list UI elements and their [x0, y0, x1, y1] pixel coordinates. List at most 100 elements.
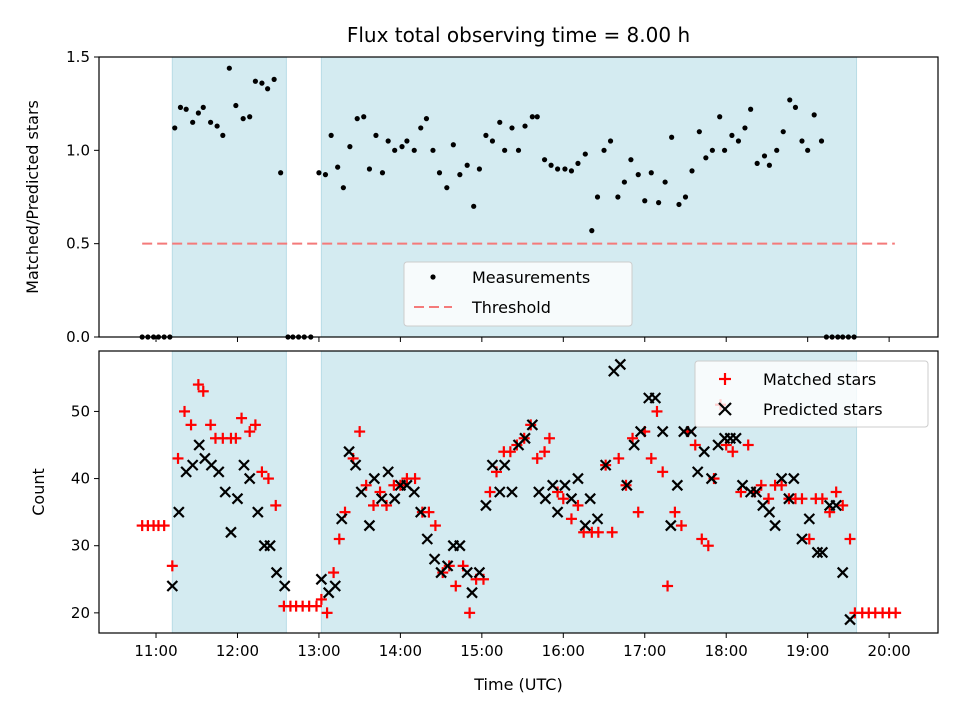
measurement-point	[278, 170, 284, 176]
matched-star-point	[409, 473, 421, 485]
measurement-point	[464, 162, 470, 168]
matched-star-point	[763, 493, 775, 505]
matched-star-point	[464, 607, 476, 619]
count-legend: Matched stars Predicted stars	[694, 360, 929, 428]
measurement-point	[594, 194, 601, 200]
predicted-star-point	[231, 492, 244, 505]
matched-star-point	[830, 486, 842, 498]
matched-star-point	[368, 499, 380, 511]
matched-star-point	[249, 419, 261, 431]
predicted-star-point	[685, 425, 697, 438]
predicted-star-point	[252, 506, 264, 518]
predicted-star-point	[368, 472, 381, 485]
matched-star-point	[244, 426, 256, 438]
legend-marker-predicted	[718, 402, 732, 416]
matched-star-point	[321, 607, 333, 619]
measurement-point	[423, 116, 430, 122]
measurement-point	[541, 157, 548, 163]
matched-star-point	[702, 540, 714, 552]
matched-star-point	[262, 473, 274, 485]
predicted-star-point	[698, 445, 710, 458]
ratio-panel: 0.0 0.5 1.0 1.5 Flux total observing time =…	[23, 23, 939, 346]
measurement-point	[709, 147, 715, 153]
measurement-point	[607, 138, 614, 144]
predicted-star-point	[811, 546, 824, 559]
ratio-panel-frame	[98, 56, 939, 338]
matched-star-point	[236, 412, 248, 424]
matched-star-point	[543, 432, 555, 444]
predicted-star-point	[466, 586, 478, 599]
measurement-point	[799, 138, 805, 144]
measurement-point	[601, 147, 607, 153]
measurement-point	[177, 104, 184, 110]
matched-star-point	[443, 560, 455, 572]
predicted-star-point	[830, 499, 842, 512]
measurement-point	[682, 194, 689, 200]
count-y-tick-label: 50	[71, 402, 90, 420]
measurement-point	[190, 119, 196, 125]
matched-star-point	[310, 600, 322, 612]
matched-star-point	[230, 432, 242, 444]
x-axis-label: Time (UTC)	[473, 675, 562, 694]
legend-label-measurements: Measurements	[472, 268, 590, 287]
measurement-point	[373, 132, 379, 138]
measurement-point	[621, 179, 627, 185]
predicted-star-point	[264, 539, 276, 552]
matched-star-point	[256, 466, 268, 478]
measurement-point	[774, 147, 780, 153]
time-x-tick-label: 15:00	[460, 642, 503, 660]
matched-star-point	[185, 419, 197, 431]
matched-star-point	[192, 379, 204, 391]
time-x-tick-label: 17:00	[623, 642, 666, 660]
predicted-star-point	[599, 459, 612, 471]
measurement-point	[635, 172, 641, 178]
measurement-point	[669, 134, 675, 140]
predicted-star-point	[844, 613, 856, 626]
matched-star-point	[606, 526, 618, 538]
measurement-point	[703, 155, 709, 161]
measurement-point	[662, 179, 668, 185]
measurement-point	[233, 102, 239, 109]
matched-star-point	[657, 466, 669, 478]
predicted-star-point	[579, 519, 592, 532]
predicted-star-point	[691, 466, 704, 478]
predicted-star-point	[572, 472, 584, 485]
measurement-point	[509, 125, 515, 131]
measurement-point	[328, 132, 334, 138]
measurement-point	[226, 65, 232, 71]
measurement-point	[792, 104, 799, 110]
matched-star-point	[333, 533, 345, 545]
matched-star-point	[557, 493, 569, 505]
measurement-point	[642, 198, 648, 204]
predicted-star-point	[473, 566, 486, 579]
measurement-point	[379, 170, 386, 176]
observing-interval-shade-top-0	[171, 56, 287, 338]
measurement-point	[220, 132, 226, 138]
measurement-point	[252, 78, 258, 84]
predicted-star-point	[565, 492, 578, 505]
matched-star-point	[592, 526, 604, 538]
observing-interval-shade-bottom-0	[171, 350, 287, 634]
matched-star-point	[158, 520, 170, 532]
predicted-star-point	[796, 533, 808, 545]
measurement-point	[554, 166, 561, 172]
measurement-point	[172, 125, 178, 131]
matched-star-point	[803, 533, 815, 545]
measurement-point	[761, 153, 768, 159]
legend-label-predicted: Predicted stars	[763, 400, 883, 419]
predicted-star-point	[486, 459, 499, 471]
predicted-star-point	[816, 546, 829, 559]
predicted-star-point	[480, 499, 492, 512]
predicted-star-point	[788, 472, 800, 485]
predicted-star-point	[730, 432, 742, 445]
time-x-tick-label: 13:00	[297, 642, 340, 660]
predicted-star-point	[343, 445, 355, 458]
measurement-point	[200, 104, 206, 110]
legend-marker-measurements	[430, 274, 436, 280]
predicted-star-point	[493, 486, 506, 498]
measurement-point	[483, 132, 489, 138]
measurement-point	[748, 106, 754, 112]
measurement-point	[366, 166, 373, 172]
predicted-star-point	[329, 580, 342, 592]
matched-star-point	[504, 446, 516, 458]
